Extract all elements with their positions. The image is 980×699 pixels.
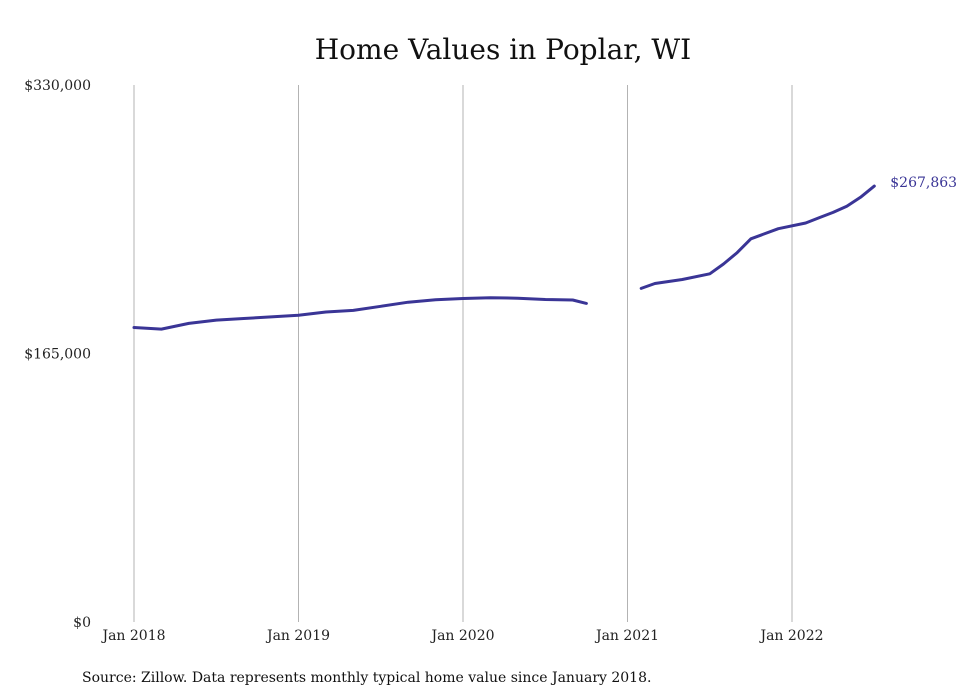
gridlines [133,85,793,622]
x-tick-label: Jan 2021 [594,628,659,644]
chart-title: Home Values in Poplar, WI [315,33,691,66]
end-value-label: $267,863 [890,175,957,191]
x-tick-label: Jan 2020 [429,628,494,644]
x-tick-label: Jan 2018 [100,628,165,644]
series-line-segment [132,296,588,331]
series-line-segment [639,184,876,290]
y-axis-tick-labels: $0 $165,000 $330,000 [24,78,91,631]
x-tick-label: Jan 2022 [758,628,823,644]
y-tick-label: $165,000 [24,347,91,363]
y-tick-label: $0 [73,615,91,631]
series-lines [132,184,876,331]
y-tick-label: $330,000 [24,78,91,94]
x-axis-tick-labels: Jan 2018 Jan 2019 Jan 2020 Jan 2021 Jan 2022 [100,628,823,644]
source-note: Source: Zillow. Data represents monthly … [82,670,651,686]
x-tick-label: Jan 2019 [265,628,330,644]
